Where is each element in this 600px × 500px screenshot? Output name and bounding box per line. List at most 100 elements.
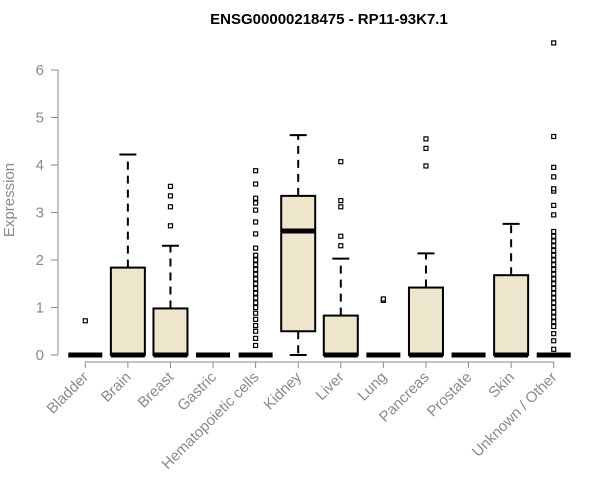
outlier-point xyxy=(551,233,557,239)
outlier-point xyxy=(167,223,174,229)
outlier-point xyxy=(551,285,557,292)
outlier-point xyxy=(253,266,259,273)
box-iqr xyxy=(152,307,189,357)
outlier-point xyxy=(551,266,557,273)
outlier-point xyxy=(338,198,344,204)
outlier-point xyxy=(253,262,259,268)
box-breast xyxy=(152,183,189,358)
outlier-point xyxy=(253,300,259,306)
outlier-point xyxy=(551,304,557,311)
x-tick-label: Kidney xyxy=(261,368,306,413)
box-iqr xyxy=(109,266,146,357)
outlier-point xyxy=(551,295,557,301)
box-brain xyxy=(109,153,146,358)
y-tick-label: 6 xyxy=(36,62,44,79)
outlier-point xyxy=(82,318,88,324)
outlier-point xyxy=(167,183,174,189)
outlier-point xyxy=(551,202,557,208)
outlier-point xyxy=(551,331,557,337)
outlier-point xyxy=(253,252,259,258)
y-axis: 0 1 2 3 4 5 6 xyxy=(36,62,59,364)
y-tick-label: 5 xyxy=(36,110,44,127)
chart-title: ENSG00000218475 - RP11-93K7.1 xyxy=(210,11,448,28)
outlier-point xyxy=(338,159,344,165)
outlier-point xyxy=(551,309,557,315)
outlier-point xyxy=(551,319,557,325)
y-tick-label: 4 xyxy=(36,157,44,174)
outlier-point xyxy=(253,195,259,201)
outlier-point xyxy=(253,168,259,174)
outlier-point xyxy=(551,257,557,263)
outlier-point xyxy=(253,245,259,251)
x-tick-label: Skin xyxy=(485,369,518,402)
outlier-point xyxy=(423,163,429,169)
box-iqr xyxy=(407,286,444,356)
x-tick-label: Liver xyxy=(313,369,348,404)
outlier-point xyxy=(338,243,344,249)
outlier-point xyxy=(253,207,259,213)
y-tick-label: 0 xyxy=(36,347,44,364)
y-tick-label: 1 xyxy=(36,300,44,317)
x-tick-label: Brain xyxy=(98,369,135,406)
outlier-point xyxy=(551,252,557,258)
outlier-point xyxy=(551,271,557,277)
box-pancreas xyxy=(407,136,444,358)
box-skin xyxy=(493,222,530,358)
outlier-point xyxy=(253,328,259,334)
outlier-point xyxy=(338,204,344,210)
outlier-point xyxy=(551,40,557,46)
outlier-point xyxy=(551,247,557,254)
outlier-point xyxy=(551,262,557,268)
outlier-point xyxy=(253,200,259,206)
outlier-point xyxy=(551,346,557,352)
boxplot-series xyxy=(68,40,571,358)
outlier-point xyxy=(253,290,259,296)
box-iqr xyxy=(493,274,530,357)
outlier-point xyxy=(551,338,557,344)
outlier-point xyxy=(253,231,259,237)
outlier-point xyxy=(253,181,259,187)
y-tick-label: 2 xyxy=(36,252,44,269)
y-axis-label: Expression xyxy=(1,163,18,237)
outlier-point xyxy=(253,295,259,301)
outlier-point xyxy=(253,316,259,322)
outlier-point xyxy=(253,335,259,341)
outlier-point xyxy=(551,276,557,282)
outlier-point xyxy=(253,276,259,282)
outlier-point xyxy=(253,285,259,292)
outlier-point xyxy=(167,193,174,199)
box-iqr xyxy=(280,194,317,333)
outlier-point xyxy=(253,257,259,263)
outlier-point xyxy=(338,233,344,239)
outlier-point xyxy=(551,323,557,330)
y-tick-label: 3 xyxy=(36,205,44,222)
outlier-point xyxy=(551,238,557,244)
outlier-point xyxy=(551,243,557,249)
x-tick-label: Bladder xyxy=(44,369,93,418)
x-tick-label: Lung xyxy=(355,369,391,405)
outlier-point xyxy=(253,281,259,287)
outlier-point xyxy=(253,271,259,277)
outlier-point xyxy=(551,133,557,140)
outlier-point xyxy=(551,212,557,218)
box-hematopoietic-cells xyxy=(238,168,273,358)
x-tick-label: Prostate xyxy=(424,369,476,421)
box-kidney xyxy=(280,134,317,356)
outlier-point xyxy=(551,300,557,306)
outlier-point xyxy=(253,322,259,329)
outlier-point xyxy=(423,136,429,142)
box-iqr xyxy=(322,314,359,357)
outlier-point xyxy=(253,342,259,349)
outlier-point xyxy=(253,310,259,316)
outlier-point xyxy=(253,304,259,311)
outlier-point xyxy=(551,228,557,235)
outlier-point xyxy=(551,314,557,320)
box-lung xyxy=(366,296,401,358)
outlier-point xyxy=(423,145,429,151)
box-unknown-other xyxy=(536,40,571,358)
box-bladder xyxy=(68,318,103,358)
outlier-point xyxy=(253,219,259,225)
